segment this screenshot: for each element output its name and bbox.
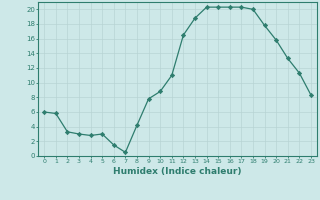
X-axis label: Humidex (Indice chaleur): Humidex (Indice chaleur)	[113, 167, 242, 176]
